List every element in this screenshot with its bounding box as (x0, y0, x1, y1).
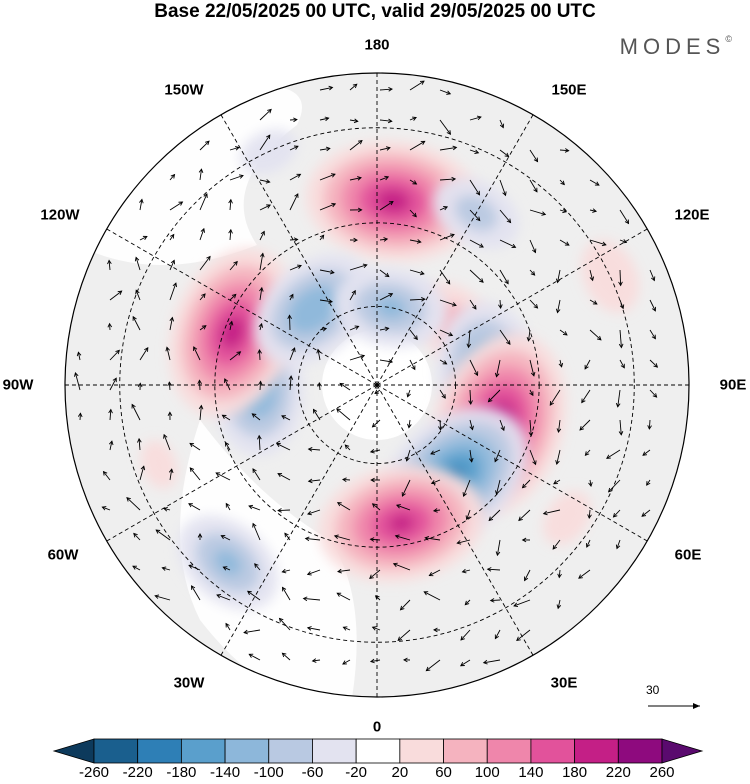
lon-label-150w: 150W (164, 82, 203, 99)
colorbar-tick-label: -180 (166, 764, 196, 781)
reference-arrow (648, 703, 700, 709)
colorbar-swatch (531, 739, 575, 763)
colorbar-swatch (487, 739, 531, 763)
colorbar-tick-label: 220 (606, 764, 631, 781)
colorbar-tick-label: -260 (79, 764, 109, 781)
lon-label-180: 180 (364, 37, 389, 54)
colorbar-swatch (312, 739, 356, 763)
colorbar-swatch (94, 739, 138, 763)
map-disc (35, 43, 719, 727)
lon-label-90w: 90W (3, 377, 34, 394)
lon-label-150e: 150E (551, 82, 586, 99)
colorbar-tick-label: -140 (210, 764, 240, 781)
lon-label-90e: 90E (720, 377, 747, 394)
lon-label-0: 0 (373, 719, 381, 736)
colorbar-swatch (269, 739, 313, 763)
colorbar-swatch (444, 739, 488, 763)
lon-label-30w: 30W (174, 675, 205, 692)
colorbar-tick-label: 60 (435, 764, 452, 781)
colorbar-tick-label: 140 (518, 764, 543, 781)
colorbar-tick-label: -220 (123, 764, 153, 781)
lon-label-120e: 120E (674, 207, 709, 224)
colorbar-swatch (225, 739, 269, 763)
colorbar-swatch (400, 739, 444, 763)
lon-label-60e: 60E (675, 547, 702, 564)
colorbar-tick-label: -20 (345, 764, 367, 781)
lon-label-30e: 30E (551, 675, 578, 692)
colorbar-tick-label: 100 (475, 764, 500, 781)
colorbar-swatch (575, 739, 619, 763)
colorbar-tick-label: 180 (562, 764, 587, 781)
colorbar-tick-labels: -260 -220 -180 -140 -100 -60 -20 20 60 100 140 180 2… (0, 764, 750, 784)
reference-vector-label: 30 (646, 683, 659, 697)
colorbar-tick-label: -100 (254, 764, 284, 781)
lon-label-120w: 120W (40, 207, 79, 224)
colorbar-swatch (618, 739, 662, 763)
colorbar-max-extension (662, 739, 702, 763)
lon-label-60w: 60W (48, 547, 79, 564)
colorbar-swatch (181, 739, 225, 763)
colorbar-tick-label: 20 (392, 764, 409, 781)
colorbar-swatch (356, 739, 400, 763)
colorbar-tick-label: 260 (649, 764, 674, 781)
colorbar (54, 739, 702, 763)
colorbar-swatch (138, 739, 182, 763)
colorbar-tick-label: -60 (302, 764, 324, 781)
colorbar-min-extension (54, 739, 94, 763)
